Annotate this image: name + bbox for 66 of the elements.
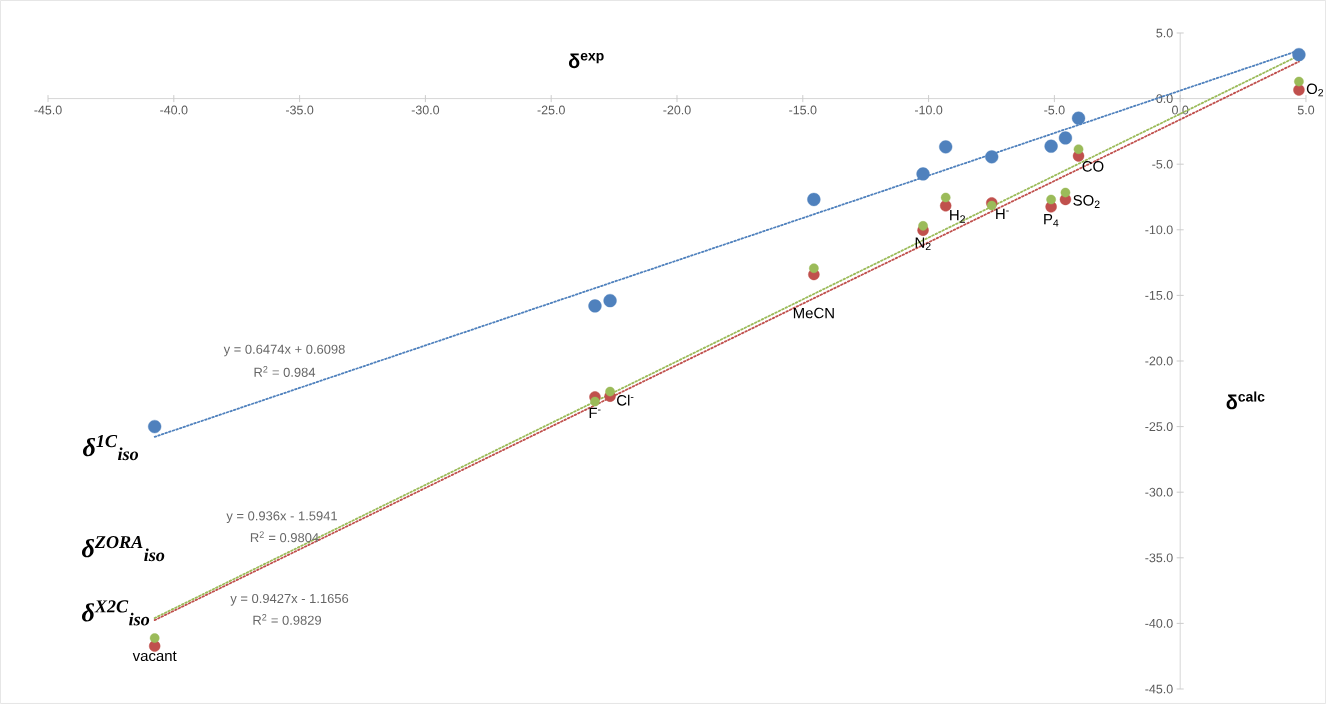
annotation: δ$^{1C}$iso (83, 434, 139, 461)
point (940, 192, 951, 203)
point (148, 419, 162, 434)
annotation: R$^{2}$ = 0.9829 (253, 614, 322, 625)
point (1044, 139, 1058, 153)
annotation: R$^{2}$ = 0.984 (254, 366, 316, 377)
annotation: y = 0.936x - 1.5941 (226, 511, 337, 523)
x-tick-label: -35.0 (285, 105, 314, 115)
x-tick-label: -45.0 (34, 105, 62, 115)
annotation: CO (1082, 161, 1104, 172)
x-tick-label: -20.0 (663, 105, 691, 115)
annotation: y = 0.6474x + 0.6098 (223, 344, 345, 357)
x-tick-label: -15.0 (789, 105, 817, 115)
y-tick-label: 5.0 (1156, 28, 1173, 38)
annotation: MeCN (793, 307, 834, 319)
point (1071, 111, 1086, 125)
y-tick-label: -25.0 (1145, 422, 1173, 432)
point (1292, 48, 1306, 62)
annotation: F$^{-}$ (589, 407, 601, 419)
annotation: R$^{2}$ = 0.9804 (250, 531, 319, 543)
annotation: H$_{2}$ (950, 209, 965, 223)
annotation: δ$^{ZORA}$iso (81, 536, 165, 562)
y-tick-label: -45.0 (1145, 684, 1173, 694)
point (588, 299, 602, 313)
point (605, 386, 615, 397)
point (149, 633, 160, 643)
y-tick-label: -40.0 (1145, 619, 1173, 628)
y-tick-label: -10.0 (1145, 225, 1173, 235)
annotation: P$_{4}$ (1044, 214, 1059, 227)
x-tick-label: -40.0 (160, 105, 188, 115)
point (148, 640, 161, 652)
x-tick-label: 0.0 (1172, 105, 1189, 115)
x-tick-label: -10.0 (914, 105, 943, 115)
point (1073, 144, 1084, 155)
y-tick-label: -15.0 (1145, 290, 1173, 300)
x-tick-label: 5.0 (1297, 105, 1315, 115)
point (807, 192, 821, 207)
annotation: Cl$^{-}$ (617, 394, 634, 406)
annotation: N$_{2}$ (915, 237, 931, 251)
x-tick-label: -5.0 (1044, 105, 1065, 115)
y-axis-title: δ$^{calc}$ (1226, 391, 1265, 410)
x-tick-label: -30.0 (411, 105, 440, 115)
point (603, 294, 617, 308)
x-tick-label: -25.0 (537, 105, 565, 115)
y-tick-label: 0.0 (1156, 94, 1173, 103)
point (939, 140, 953, 154)
annotation: SO$_{2}$ (1073, 195, 1100, 208)
annotation: H$^{-}$ (996, 208, 1009, 219)
annotation: O$_{2}$ (1306, 83, 1324, 97)
y-tick-label: -30.0 (1145, 487, 1173, 497)
point (1058, 131, 1073, 145)
y-tick-label: -20.0 (1145, 356, 1173, 366)
annotation: δ$^{X2C}$iso (82, 600, 150, 626)
point (916, 167, 930, 181)
point (1046, 194, 1056, 205)
point (1060, 187, 1071, 198)
annotation: vacant (132, 651, 177, 662)
point (985, 150, 999, 164)
annotation: y = 0.9427x - 1.1656 (230, 593, 349, 606)
point (809, 263, 819, 274)
point (590, 396, 600, 407)
y-tick-label: -5.0 (1152, 159, 1173, 169)
point (1294, 76, 1304, 87)
point (918, 221, 928, 231)
x-axis-title: δ$^{exp}$ (568, 52, 604, 69)
y-tick-label: -35.0 (1145, 553, 1173, 563)
